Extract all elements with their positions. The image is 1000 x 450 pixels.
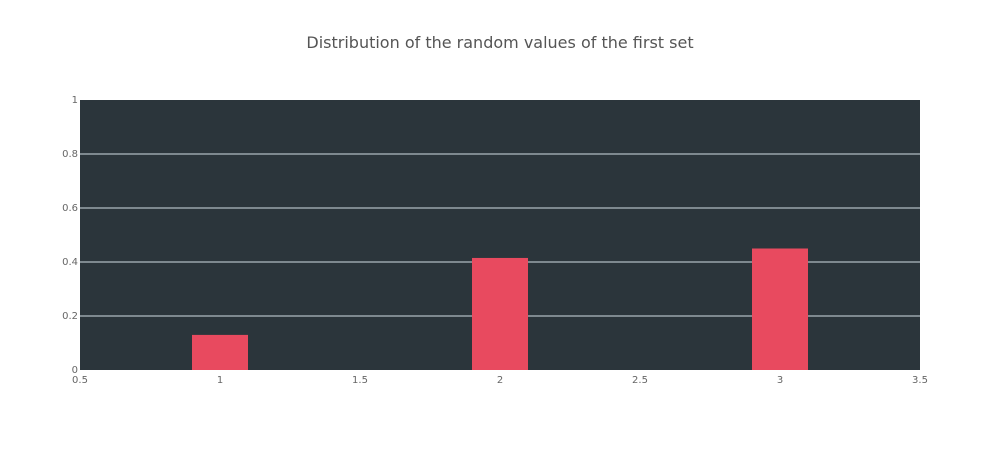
- x-tick-label: 3: [777, 375, 783, 386]
- x-tick-label: 0.5: [72, 375, 88, 386]
- bar: [752, 248, 808, 370]
- bar: [192, 334, 248, 370]
- bar: [472, 257, 528, 370]
- x-axis-ticks: 0.5 1 1.5 2 2.5 3 3.5: [72, 375, 928, 386]
- y-tick-label: 0.8: [62, 149, 78, 160]
- x-tick-label: 2.5: [632, 375, 648, 386]
- x-tick-label: 2: [497, 375, 503, 386]
- y-tick-label: 0.6: [62, 203, 78, 214]
- x-tick-label: 1.5: [352, 375, 368, 386]
- x-tick-label: 1: [217, 375, 223, 386]
- x-tick-label: 3.5: [912, 375, 928, 386]
- y-tick-label: 0: [72, 365, 78, 376]
- y-tick-label: 0.4: [62, 257, 78, 268]
- y-tick-label: 1: [72, 95, 78, 106]
- bars: [192, 248, 808, 370]
- chart-title: Distribution of the random values of the…: [306, 33, 694, 52]
- y-tick-label: 0.2: [62, 311, 78, 322]
- y-axis-ticks: 0 0.2 0.4 0.6 0.8 1: [62, 95, 78, 376]
